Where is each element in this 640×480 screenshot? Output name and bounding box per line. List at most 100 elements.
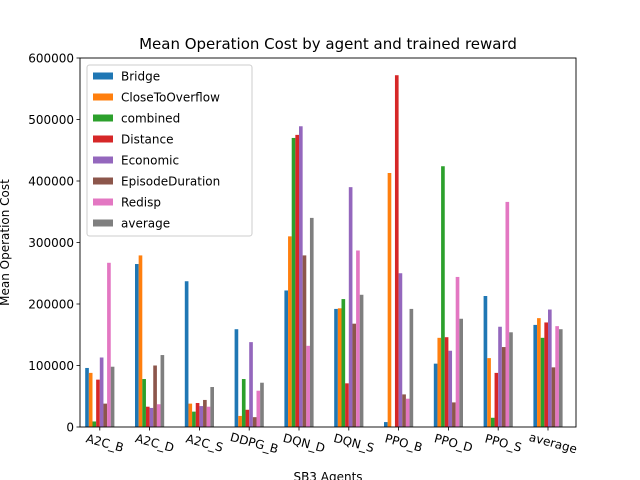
legend-swatch-EpisodeDuration bbox=[93, 177, 113, 185]
x-tick-label-DDPG_B: DDPG_B bbox=[229, 430, 280, 456]
x-tick-label-DQN_D: DQN_D bbox=[282, 431, 327, 456]
x-tick-label-PPO_D: PPO_D bbox=[433, 431, 474, 455]
bar-CloseToOverflow-DDPG_B bbox=[238, 415, 242, 427]
legend-label-average: average bbox=[121, 217, 170, 231]
bar-Redisp-DQN_D bbox=[306, 345, 310, 427]
bar-EpisodeDuration-PPO_S bbox=[501, 347, 506, 427]
bar-Economic-A2C_D bbox=[149, 407, 154, 427]
legend-swatch-average bbox=[93, 219, 113, 227]
bar-Distance-A2C_S bbox=[195, 403, 200, 427]
y-axis-label: Mean Operation Cost bbox=[0, 179, 12, 306]
bar-EpisodeDuration-DQN_D bbox=[302, 255, 307, 427]
bar-EpisodeDuration-DDPG_B bbox=[252, 417, 257, 427]
bar-Distance-DQN_S bbox=[345, 383, 349, 427]
bar-combined-DQN_S bbox=[341, 299, 346, 427]
legend-swatch-Bridge bbox=[93, 72, 113, 80]
bar-Redisp-PPO_D bbox=[455, 276, 460, 427]
bar-Economic-PPO_D bbox=[448, 350, 453, 427]
legend-swatch-combined bbox=[93, 114, 113, 122]
legend-label-EpisodeDuration: EpisodeDuration bbox=[121, 175, 220, 189]
x-axis: A2C_B A2C_D A2C_S DDPG_B DQN_D DQN_S PPO_B PPO_… bbox=[84, 427, 579, 456]
bar-Economic-PPO_B bbox=[398, 273, 403, 427]
bar-Redisp-A2C_B bbox=[107, 262, 111, 427]
bar-Redisp-A2C_S bbox=[206, 406, 211, 427]
x-tick-label-A2C_B: A2C_B bbox=[84, 431, 125, 454]
bar-Bridge-average bbox=[533, 324, 538, 427]
y-tick-label: 0 bbox=[66, 420, 74, 434]
bar-Economic-A2C_B bbox=[99, 357, 104, 427]
bar-Bridge-A2C_S bbox=[184, 281, 189, 427]
bar-EpisodeDuration-DQN_S bbox=[352, 323, 357, 427]
bar-Economic-DDPG_B bbox=[249, 342, 253, 427]
bar-CloseToOverflow-DQN_S bbox=[337, 308, 342, 427]
bar-average-PPO_S bbox=[509, 332, 513, 427]
bar-average-PPO_D bbox=[459, 318, 463, 427]
bar-combined-DQN_D bbox=[291, 137, 296, 427]
bar-combined-PPO_S bbox=[490, 417, 495, 427]
legend-box bbox=[86, 64, 253, 237]
bar-combined-A2C_S bbox=[192, 411, 196, 428]
bar-Distance-PPO_S bbox=[494, 372, 499, 427]
bar-Distance-PPO_B bbox=[394, 75, 399, 427]
bar-Distance-average bbox=[544, 322, 548, 427]
bar-Redisp-PPO_B bbox=[405, 398, 410, 427]
legend-swatch-CloseToOverflow bbox=[93, 93, 113, 101]
bar-average-PPO_B bbox=[409, 308, 414, 427]
x-tick-label-average: average bbox=[527, 430, 578, 456]
bar-Distance-DDPG_B bbox=[245, 409, 250, 427]
bar-Redisp-average bbox=[555, 326, 559, 427]
bar-combined-A2C_B bbox=[92, 421, 97, 427]
bar-average-A2C_S bbox=[210, 387, 214, 427]
bar-EpisodeDuration-A2C_S bbox=[203, 399, 207, 427]
x-tick-label-PPO_S: PPO_S bbox=[483, 432, 523, 455]
bar-EpisodeDuration-A2C_D bbox=[153, 365, 157, 427]
bar-EpisodeDuration-PPO_D bbox=[452, 402, 456, 427]
bar-combined-A2C_D bbox=[142, 379, 146, 427]
chart-title: Mean Operation Cost by agent and trained… bbox=[139, 35, 517, 53]
bar-CloseToOverflow-A2C_D bbox=[138, 255, 143, 427]
y-tick-label: 400000 bbox=[28, 174, 74, 188]
bar-combined-DDPG_B bbox=[241, 379, 246, 427]
bar-Redisp-DQN_S bbox=[356, 250, 360, 427]
legend-label-Redisp: Redisp bbox=[121, 196, 161, 210]
bar-average-DQN_D bbox=[309, 217, 314, 427]
bar-Bridge-A2C_D bbox=[135, 264, 139, 427]
legend-label-Distance: Distance bbox=[121, 133, 173, 147]
bar-average-A2C_D bbox=[160, 355, 165, 427]
bar-Distance-A2C_D bbox=[145, 406, 150, 427]
bar-combined-average bbox=[540, 337, 545, 427]
y-tick-label: 500000 bbox=[28, 113, 74, 127]
bar-Economic-PPO_S bbox=[498, 326, 502, 427]
legend-label-Bridge: Bridge bbox=[121, 70, 160, 84]
bar-average-average bbox=[558, 329, 563, 427]
bar-average-DQN_S bbox=[359, 294, 364, 427]
x-tick-label-A2C_S: A2C_S bbox=[184, 431, 224, 454]
legend-label-CloseToOverflow: CloseToOverflow bbox=[121, 91, 220, 105]
bar-CloseToOverflow-A2C_B bbox=[88, 372, 93, 427]
bar-Redisp-PPO_S bbox=[505, 201, 510, 427]
bar-Economic-DQN_S bbox=[348, 187, 353, 427]
bar-Economic-average bbox=[548, 309, 552, 427]
bar-Redisp-DDPG_B bbox=[256, 390, 261, 427]
bar-CloseToOverflow-DQN_D bbox=[288, 236, 292, 427]
y-tick-label: 100000 bbox=[28, 359, 74, 373]
bar-Bridge-DDPG_B bbox=[234, 329, 239, 427]
bar-EpisodeDuration-A2C_B bbox=[103, 403, 108, 427]
bar-EpisodeDuration-PPO_B bbox=[402, 394, 406, 427]
bar-average-DDPG_B bbox=[260, 382, 264, 427]
legend-swatch-Redisp bbox=[93, 198, 113, 206]
bar-Bridge-DQN_D bbox=[284, 290, 289, 427]
bar-Bridge-PPO_B bbox=[384, 422, 388, 427]
y-tick-label: 200000 bbox=[28, 297, 74, 311]
bar-CloseToOverflow-PPO_D bbox=[437, 337, 442, 427]
legend-swatch-Distance bbox=[93, 135, 113, 143]
bar-CloseToOverflow-A2C_S bbox=[188, 403, 193, 427]
bar-Economic-DQN_D bbox=[299, 126, 303, 428]
bar-Bridge-PPO_S bbox=[483, 296, 488, 427]
legend-label-Economic: Economic bbox=[121, 154, 179, 168]
bar-Distance-PPO_D bbox=[444, 337, 449, 427]
x-tick-label-A2C_D: A2C_D bbox=[134, 431, 176, 455]
legend-swatch-Economic bbox=[93, 156, 113, 164]
bar-Distance-DQN_D bbox=[295, 134, 299, 428]
bar-Distance-A2C_B bbox=[96, 379, 100, 427]
